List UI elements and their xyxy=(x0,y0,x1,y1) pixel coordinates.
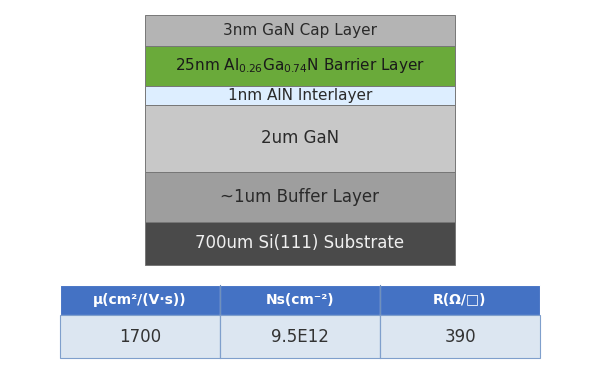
Text: 2um GaN: 2um GaN xyxy=(261,129,339,147)
Text: 700um Si(111) Substrate: 700um Si(111) Substrate xyxy=(196,234,404,253)
Bar xyxy=(380,315,540,358)
Text: Ns(cm⁻²): Ns(cm⁻²) xyxy=(266,293,334,307)
Bar xyxy=(380,285,540,315)
Bar xyxy=(145,15,455,46)
Text: 9.5E12: 9.5E12 xyxy=(271,327,329,345)
Bar xyxy=(145,46,455,86)
Bar xyxy=(220,285,380,315)
Text: 1700: 1700 xyxy=(119,327,161,345)
Bar xyxy=(60,285,220,315)
Text: 25nm Al$_{0.26}$Ga$_{0.74}$N Barrier Layer: 25nm Al$_{0.26}$Ga$_{0.74}$N Barrier Lay… xyxy=(175,56,425,76)
Text: 1nm AlN Interlayer: 1nm AlN Interlayer xyxy=(228,88,372,103)
Bar xyxy=(145,86,455,104)
Text: 390: 390 xyxy=(444,327,476,345)
Bar xyxy=(145,104,455,172)
Text: R(Ω/□): R(Ω/□) xyxy=(433,293,487,307)
Text: ~1um Buffer Layer: ~1um Buffer Layer xyxy=(221,188,380,206)
Bar xyxy=(60,315,220,358)
Text: μ(cm²/(V·s)): μ(cm²/(V·s)) xyxy=(93,293,187,307)
Bar xyxy=(145,172,455,222)
Bar xyxy=(145,222,455,265)
Text: 3nm GaN Cap Layer: 3nm GaN Cap Layer xyxy=(223,23,377,38)
Bar xyxy=(220,315,380,358)
